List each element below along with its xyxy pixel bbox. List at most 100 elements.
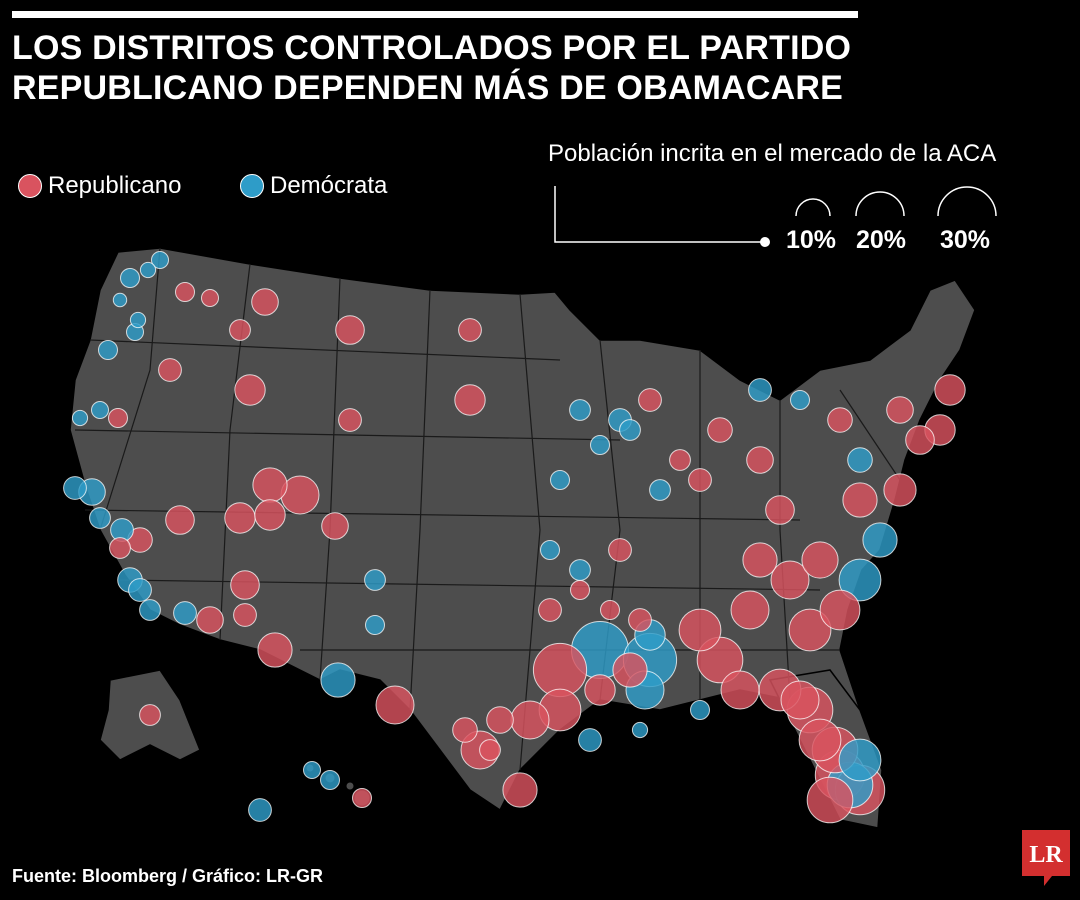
district-bubble-republican (335, 315, 365, 345)
district-bubble-democrat (569, 559, 591, 581)
legend-swatch-democrat (240, 174, 264, 198)
district-bubble-democrat (248, 798, 272, 822)
district-bubble-republican (819, 589, 861, 631)
district-bubble-republican (570, 580, 590, 600)
district-bubble-republican (352, 788, 372, 808)
district-bubble-republican (765, 495, 795, 525)
district-bubble-republican (502, 772, 538, 808)
top-rule (12, 11, 858, 18)
district-bubble-republican (707, 417, 733, 443)
district-bubble-republican (108, 408, 128, 428)
district-bubble-republican (801, 541, 839, 579)
district-bubble-republican (338, 408, 362, 432)
district-bubble-republican (678, 608, 722, 652)
legend-republican: Republicano (18, 168, 181, 204)
size-legend-leader (554, 186, 765, 243)
district-bubble-democrat (590, 435, 610, 455)
district-bubble-republican (669, 449, 691, 471)
district-bubble-democrat (112, 292, 128, 308)
district-bubble-republican (510, 700, 550, 740)
district-bubble-republican (229, 319, 251, 341)
district-bubble-republican (806, 776, 854, 824)
district-bubble-democrat (98, 340, 118, 360)
district-bubble-democrat (862, 522, 898, 558)
district-bubble-democrat (120, 268, 140, 288)
district-bubble-republican (196, 606, 224, 634)
size-legend-arc-20 (855, 191, 905, 217)
district-bubble-democrat (320, 770, 340, 790)
district-bubble-democrat (128, 578, 152, 602)
chart-title: LOS DISTRITOS CONTROLADOS POR EL PARTIDO… (12, 28, 892, 108)
district-bubble-republican (746, 446, 774, 474)
district-bubble-democrat (303, 761, 321, 779)
district-bubble-democrat (89, 507, 111, 529)
district-bubble-democrat (173, 601, 197, 625)
source-credit: Fuente: Bloomberg / Gráfico: LR-GR (12, 866, 324, 886)
district-bubble-republican (730, 590, 770, 630)
district-bubble-republican (479, 739, 501, 761)
size-legend-arc-10 (795, 198, 831, 217)
district-bubble-republican (827, 407, 853, 433)
district-bubble-republican (770, 560, 810, 600)
district-bubble-republican (584, 674, 616, 706)
title-line-1: LOS DISTRITOS CONTROLADOS POR EL PARTIDO (12, 29, 852, 67)
size-legend-title: Población incrita en el mercado de la AC… (548, 140, 997, 167)
district-bubble-democrat (550, 470, 570, 490)
district-bubble-republican (230, 570, 260, 600)
district-bubble-republican (224, 502, 256, 534)
district-bubble-republican (600, 600, 620, 620)
district-bubble-republican (165, 505, 195, 535)
district-bubble-republican (842, 482, 878, 518)
district-bubble-democrat (748, 378, 772, 402)
district-bubble-republican (254, 499, 286, 531)
district-bubble-republican (883, 473, 917, 507)
legend-democrat: Demócrata (240, 168, 387, 204)
district-bubble-democrat (540, 540, 560, 560)
district-bubble-democrat (71, 409, 89, 427)
district-bubble-democrat (838, 558, 882, 602)
district-bubble-republican (612, 652, 648, 688)
district-bubble-democrat (91, 401, 109, 419)
legend-swatch-republican (18, 174, 42, 198)
district-bubble-democrat (790, 390, 810, 410)
district-bubble-democrat (129, 311, 147, 329)
district-bubble-republican (233, 603, 257, 627)
legend-label-democrat: Demócrata (270, 172, 388, 199)
district-bubble-republican (454, 384, 486, 416)
district-bubble-republican (486, 706, 514, 734)
title-line-2: REPUBLICANO DEPENDEN MÁS DE OBAMACARE (12, 69, 844, 107)
district-bubbles (63, 251, 966, 824)
district-bubble-republican (905, 425, 935, 455)
district-bubble-republican (452, 717, 478, 743)
district-bubble-democrat (364, 569, 386, 591)
district-bubble-republican (201, 289, 219, 307)
district-bubble-democrat (619, 419, 641, 441)
district-bubble-democrat (569, 399, 591, 421)
district-bubble-republican (788, 608, 832, 652)
district-bubble-republican (780, 680, 820, 720)
district-bubble-republican (538, 598, 562, 622)
district-bubble-democrat (139, 261, 157, 279)
district-bubble-republican (628, 608, 652, 632)
district-bubble-republican (251, 288, 279, 316)
district-bubble-republican (720, 670, 760, 710)
size-label-20: 20% (856, 226, 907, 254)
district-bubble-republican (798, 718, 842, 762)
district-bubble-republican (252, 467, 288, 503)
district-bubble-democrat (649, 479, 671, 501)
district-bubble-republican (139, 704, 161, 726)
district-bubble-democrat (847, 447, 873, 473)
district-bubble-democrat (838, 738, 882, 782)
us-district-map (63, 247, 976, 829)
district-bubble-republican (688, 468, 712, 492)
size-label-10: 10% (786, 226, 837, 254)
district-bubble-republican (934, 374, 966, 406)
district-bubble-republican (458, 318, 482, 342)
district-bubble-republican (109, 537, 131, 559)
district-bubble-republican (321, 512, 349, 540)
district-bubble-republican (608, 538, 632, 562)
district-bubble-democrat (631, 721, 649, 739)
legend-label-republican: Republicano (48, 172, 182, 199)
size-legend-arc-30 (937, 186, 997, 217)
district-bubble-democrat (151, 251, 169, 269)
